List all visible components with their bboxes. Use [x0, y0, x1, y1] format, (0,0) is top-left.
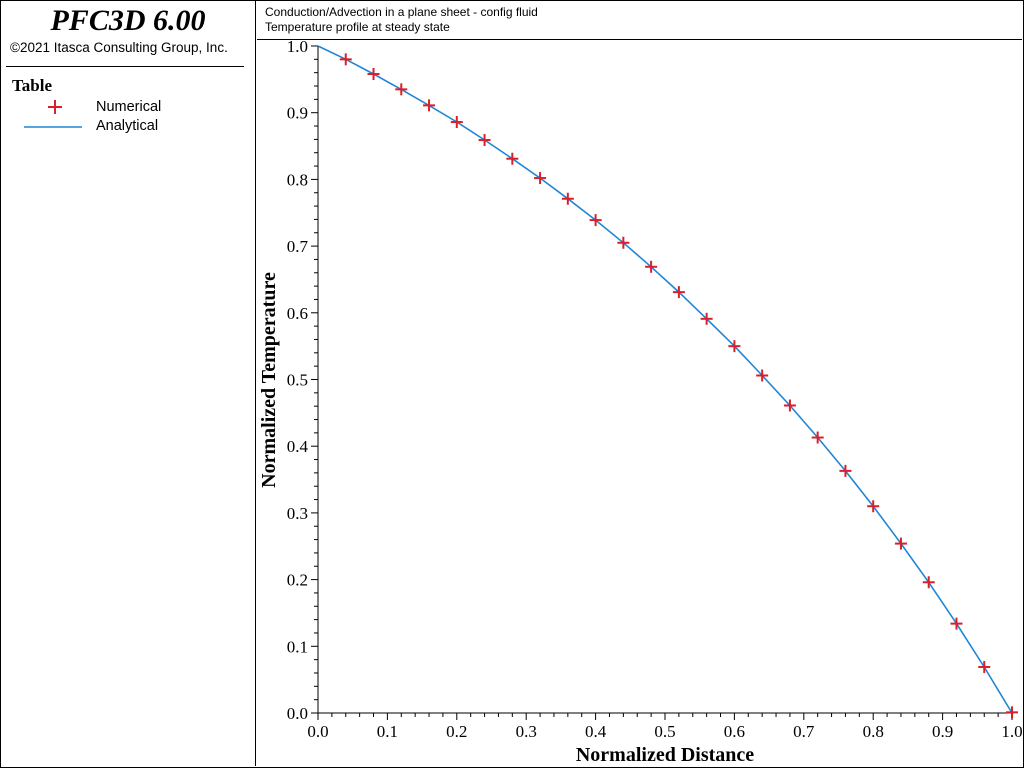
numerical-point: [894, 537, 907, 550]
numerical-point: [811, 431, 824, 444]
y-tick-label: 0.1: [287, 637, 308, 656]
x-tick-label: 0.1: [377, 722, 398, 741]
numerical-point: [617, 236, 630, 249]
numerical-point: [978, 660, 991, 673]
header-line-1: Conduction/Advection in a plane sheet - …: [265, 5, 538, 19]
legend-label-numerical: Numerical: [96, 99, 162, 115]
y-tick-label: 0.5: [287, 371, 308, 390]
x-tick-label: 0.0: [307, 722, 328, 741]
numerical-point: [506, 152, 519, 165]
cross-marker-icon: [48, 100, 62, 114]
x-tick-label: 0.9: [932, 722, 953, 741]
y-tick-label: 0.3: [287, 504, 308, 523]
y-tick-label: 0.8: [287, 170, 308, 189]
y-axis-title: Normalized Temperature: [258, 272, 280, 488]
numerical-point: [395, 83, 408, 96]
numerical-point: [756, 369, 769, 382]
legend-label-analytical: Analytical: [96, 118, 159, 134]
x-tick-label: 0.3: [516, 722, 537, 741]
x-tick-label: 0.5: [654, 722, 675, 741]
legend-title: Table: [12, 76, 53, 95]
legend-item-numerical: Numerical: [22, 98, 242, 116]
numerical-point: [339, 53, 352, 66]
app-title: PFC3D 6.00: [50, 4, 206, 37]
legend-sidebar: PFC3D 6.00 ©2021 Itasca Consulting Group…: [0, 0, 256, 766]
numerical-point: [867, 500, 880, 513]
numerical-point: [478, 134, 491, 147]
numerical-point: [950, 617, 963, 630]
y-tick-label: 0.2: [287, 571, 308, 590]
x-tick-label: 0.2: [446, 722, 467, 741]
y-tick-label: 0.9: [287, 104, 308, 123]
y-tick-label: 0.7: [287, 237, 309, 256]
header-line-2: Temperature profile at steady state: [265, 20, 450, 34]
x-tick-label: 0.6: [724, 722, 745, 741]
numerical-point: [423, 99, 436, 112]
numerical-point: [450, 116, 463, 129]
y-tick-label: 0.6: [287, 304, 308, 323]
numerical-point: [672, 286, 685, 299]
numerical-point: [561, 192, 574, 205]
sidebar-divider: [6, 66, 244, 67]
x-axis-title: Normalized Distance: [576, 744, 754, 766]
analytical-series-line: [317, 45, 1013, 714]
numerical-point: [922, 576, 935, 589]
x-tick-label: 0.7: [793, 722, 815, 741]
y-tick-label: 0.0: [287, 704, 308, 723]
numerical-point: [534, 172, 547, 185]
numerical-point: [589, 214, 602, 227]
x-tick-label: 1.0: [1001, 722, 1022, 741]
legend-item-analytical: Analytical: [22, 117, 242, 135]
numerical-point: [783, 399, 796, 412]
chart-header: Conduction/Advection in a plane sheet - …: [257, 0, 1022, 40]
numerical-point: [645, 260, 658, 273]
x-tick-label: 0.8: [863, 722, 884, 741]
numerical-point: [839, 464, 852, 477]
line-marker-icon: [24, 126, 82, 128]
numerical-point: [1006, 706, 1018, 719]
numerical-point: [728, 340, 741, 353]
x-tick-label: 0.4: [585, 722, 607, 741]
y-tick-label: 0.4: [287, 437, 309, 456]
y-tick-label: 1.0: [287, 37, 308, 56]
numerical-point: [367, 68, 380, 81]
copyright-text: ©2021 Itasca Consulting Group, Inc.: [10, 40, 228, 55]
numerical-point: [700, 312, 713, 325]
